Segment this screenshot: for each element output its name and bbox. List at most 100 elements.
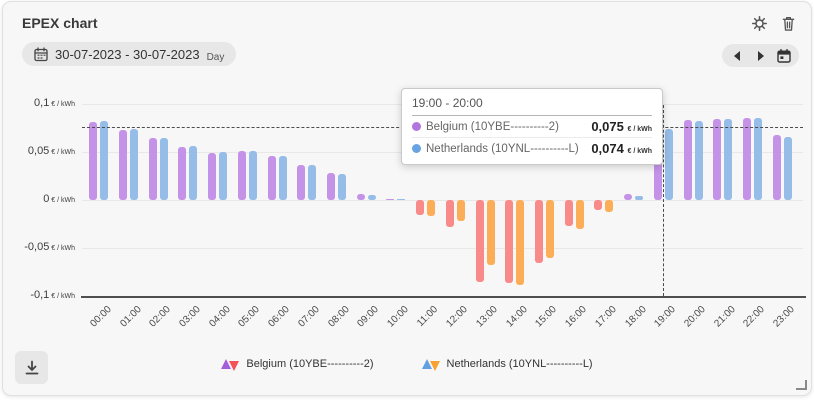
x-axis-label: 13:00 xyxy=(474,304,500,330)
bar-belgium[interactable] xyxy=(683,120,692,200)
x-axis-label: 22:00 xyxy=(741,304,768,330)
x-axis-label: 21:00 xyxy=(712,304,738,330)
page-title: EPEX chart xyxy=(22,15,98,31)
bar-belgium[interactable] xyxy=(89,122,98,200)
bar-netherlands[interactable] xyxy=(367,195,376,200)
calendar-jump-button[interactable] xyxy=(775,47,793,65)
bar-belgium[interactable] xyxy=(445,200,454,227)
bar-netherlands[interactable] xyxy=(338,174,347,200)
x-axis-label: 02:00 xyxy=(147,304,174,330)
download-icon xyxy=(25,360,38,374)
bar-belgium[interactable] xyxy=(178,147,187,200)
bar-netherlands[interactable] xyxy=(783,136,792,200)
x-axis-label: 07:00 xyxy=(296,304,322,330)
x-axis-label: 05:00 xyxy=(236,304,263,330)
bar-netherlands[interactable] xyxy=(664,128,673,200)
legend-label: Netherlands (10YNL----------L) xyxy=(446,358,593,370)
settings-button[interactable] xyxy=(749,13,769,33)
x-axis-label: 23:00 xyxy=(771,304,797,330)
date-range-label: 30-07-2023 - 30-07-2023 xyxy=(55,46,200,62)
bar-netherlands[interactable] xyxy=(516,200,525,286)
bar-netherlands[interactable] xyxy=(248,151,257,200)
bar-belgium[interactable] xyxy=(624,194,633,200)
download-button[interactable] xyxy=(15,351,48,384)
bar-netherlands[interactable] xyxy=(456,200,465,222)
tooltip-series-label: Netherlands (10YNL----------L) xyxy=(426,142,579,155)
y-axis-label: -0,05 € / kWh xyxy=(24,241,75,253)
bar-netherlands[interactable] xyxy=(575,200,584,229)
trash-icon xyxy=(782,16,794,31)
calendar-day-icon xyxy=(777,48,791,63)
tooltip-row-netherlands: Netherlands (10YNL----------L) 0,074 € /… xyxy=(412,137,652,159)
bar-belgium[interactable] xyxy=(416,200,425,216)
tooltip-series-value: 0,074 € / kWh xyxy=(591,141,652,156)
gear-icon xyxy=(751,15,767,31)
bar-netherlands[interactable] xyxy=(635,196,644,200)
x-axis-label: 18:00 xyxy=(622,304,649,330)
series-dot-icon xyxy=(412,122,421,131)
tooltip-row-belgium: Belgium (10YBE----------2) 0,075 € / kWh xyxy=(412,116,652,137)
legend-item-netherlands[interactable]: Netherlands (10YNL----------L) xyxy=(421,357,593,371)
bar-netherlands[interactable] xyxy=(278,155,287,200)
y-axis-label: 0,1 € / kWh xyxy=(34,97,75,109)
bar-belgium[interactable] xyxy=(148,137,157,200)
y-axis-label: 0,05 € / kWh xyxy=(27,145,75,157)
bar-netherlands[interactable] xyxy=(397,198,406,200)
bar-netherlands[interactable] xyxy=(694,121,703,200)
prev-day-button[interactable] xyxy=(728,47,746,65)
chevron-left-icon xyxy=(733,50,740,61)
triangle-up-icon xyxy=(421,359,432,369)
bar-belgium[interactable] xyxy=(208,152,217,200)
bar-netherlands[interactable] xyxy=(724,119,733,200)
resize-handle[interactable] xyxy=(796,380,807,390)
x-axis-label: 03:00 xyxy=(177,304,203,330)
bar-belgium[interactable] xyxy=(564,200,573,226)
bar-netherlands[interactable] xyxy=(130,128,139,200)
bar-netherlands[interactable] xyxy=(100,121,109,200)
bar-netherlands[interactable] xyxy=(189,146,198,200)
crosshair-vertical-line xyxy=(663,105,665,296)
chart-area: 0,1 € / kWh 0,05 € / kWh 0 € / kWh -0,05 € … xyxy=(3,2,811,395)
bar-belgium[interactable] xyxy=(237,151,246,200)
bar-belgium[interactable] xyxy=(475,200,484,282)
x-axis-label: 06:00 xyxy=(266,304,292,330)
epex-chart-card: EPEX chart 30-07-2023 - 30-07-2023 Day xyxy=(2,1,812,396)
bar-netherlands[interactable] xyxy=(605,200,614,212)
bar-belgium[interactable] xyxy=(534,200,543,264)
bar-netherlands[interactable] xyxy=(486,200,495,266)
calendar-icon xyxy=(34,46,48,61)
bar-netherlands[interactable] xyxy=(427,200,436,217)
tooltip-series-label: Belgium (10YBE----------2) xyxy=(426,120,559,133)
x-axis-label: 16:00 xyxy=(563,304,589,330)
bar-belgium[interactable] xyxy=(386,198,395,200)
x-axis-label: 14:00 xyxy=(504,304,530,330)
bar-belgium[interactable] xyxy=(327,173,336,200)
legend-label: Belgium (10YBE----------2) xyxy=(246,358,374,370)
legend-item-belgium[interactable]: Belgium (10YBE----------2) xyxy=(221,357,374,371)
x-axis-label: 11:00 xyxy=(415,304,441,329)
tooltip: 19:00 - 20:00 Belgium (10YBE----------2)… xyxy=(401,88,663,165)
bar-netherlands[interactable] xyxy=(545,200,554,258)
next-day-button[interactable] xyxy=(752,47,770,65)
bar-belgium[interactable] xyxy=(742,118,751,200)
bar-belgium[interactable] xyxy=(356,194,365,200)
bar-netherlands[interactable] xyxy=(159,137,168,200)
bar-belgium[interactable] xyxy=(713,119,722,200)
delete-button[interactable] xyxy=(778,13,798,33)
bar-belgium[interactable] xyxy=(505,200,514,283)
x-axis-line xyxy=(81,296,806,298)
gridline xyxy=(82,200,803,201)
bar-belgium[interactable] xyxy=(594,200,603,210)
triangle-up-icon xyxy=(221,359,232,369)
bar-netherlands[interactable] xyxy=(219,152,228,200)
x-axis-label: 10:00 xyxy=(385,304,411,330)
bar-belgium[interactable] xyxy=(267,155,276,200)
bar-belgium[interactable] xyxy=(297,165,306,200)
bar-netherlands[interactable] xyxy=(308,165,317,200)
bar-netherlands[interactable] xyxy=(753,118,762,200)
date-range-picker[interactable]: 30-07-2023 - 30-07-2023 Day xyxy=(22,42,237,66)
x-axis-label: 17:00 xyxy=(593,304,619,330)
bar-belgium[interactable] xyxy=(119,129,128,200)
bar-belgium[interactable] xyxy=(772,134,781,200)
date-nav xyxy=(722,44,799,67)
